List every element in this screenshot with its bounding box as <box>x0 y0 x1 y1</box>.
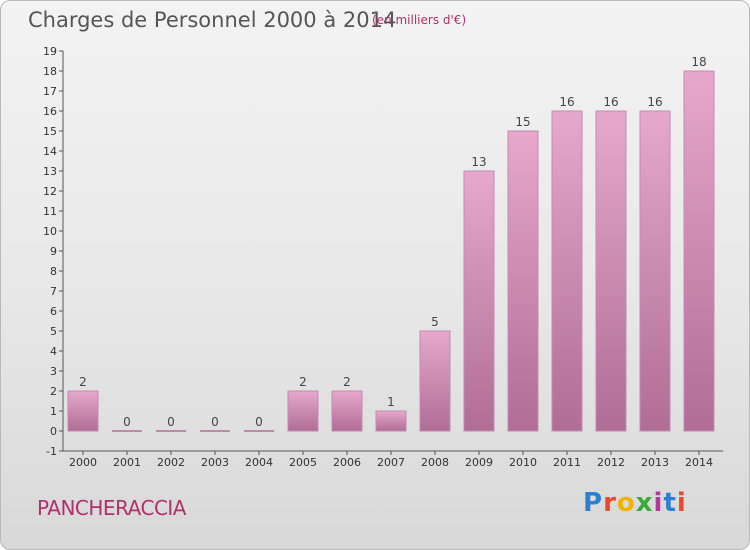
bar-2009 <box>463 170 495 432</box>
y-tick-label: 8 <box>50 265 57 278</box>
chart-subtitle: (en milliers d'€) <box>372 13 467 27</box>
bar-2006 <box>331 390 363 432</box>
data-label-2000: 2 <box>79 375 87 389</box>
y-tick-label: 1 <box>50 405 57 418</box>
data-label-2011: 16 <box>559 95 574 109</box>
data-label-2013: 16 <box>647 95 662 109</box>
y-tick-label: 14 <box>43 145 57 158</box>
y-tick-label: 7 <box>50 285 57 298</box>
y-tick-label: 3 <box>50 365 57 378</box>
bar-2010 <box>507 130 539 432</box>
x-tick-label: 2001 <box>113 456 141 469</box>
x-tick-label: 2011 <box>553 456 581 469</box>
logo-letter: o <box>616 488 636 518</box>
data-label-2007: 1 <box>387 395 395 409</box>
y-tick-label: 9 <box>50 245 57 258</box>
bar-2005 <box>287 390 319 432</box>
bar-2008 <box>419 330 451 432</box>
x-tick-label: 2005 <box>289 456 317 469</box>
x-tick-label: 2008 <box>421 456 449 469</box>
y-tick-label: 2 <box>50 385 57 398</box>
bar-2013 <box>639 110 671 432</box>
y-tick-label: 11 <box>43 205 57 218</box>
x-tick-label: 2013 <box>641 456 669 469</box>
data-label-2009: 13 <box>471 155 486 169</box>
y-tick-label: 12 <box>43 185 57 198</box>
y-tick-label: 10 <box>43 225 57 238</box>
data-label-2012: 16 <box>603 95 618 109</box>
data-label-2006: 2 <box>343 375 351 389</box>
y-tick-label: 19 <box>43 45 57 58</box>
y-tick-label: 18 <box>43 65 57 78</box>
x-tick-label: 2000 <box>69 456 97 469</box>
bar-2000 <box>67 390 99 432</box>
commune-name: PANCHERACCIA <box>37 496 187 520</box>
y-tick-label: 0 <box>50 425 57 438</box>
data-label-2001: 0 <box>123 415 131 429</box>
bar-2007 <box>375 410 407 432</box>
x-tick-label: 2006 <box>333 456 361 469</box>
bar-2014 <box>683 70 715 432</box>
data-label-2005: 2 <box>299 375 307 389</box>
logo-letter: P <box>583 488 604 518</box>
logo-letter: r <box>603 488 617 518</box>
proxiti-logo[interactable]: Proxiti <box>583 488 687 518</box>
x-tick-label: 2007 <box>377 456 405 469</box>
y-tick-label: 6 <box>50 305 57 318</box>
bar-2012 <box>595 110 627 432</box>
x-tick-label: 2010 <box>509 456 537 469</box>
logo-letter: x <box>635 488 654 518</box>
x-tick-label: 2002 <box>157 456 185 469</box>
y-tick-label: 17 <box>43 85 57 98</box>
chart-title: Charges de Personnel 2000 à 2014 <box>28 8 397 32</box>
data-label-2002: 0 <box>167 415 175 429</box>
x-tick-label: 2014 <box>685 456 713 469</box>
logo-letter: i <box>676 488 687 518</box>
x-tick-label: 2012 <box>597 456 625 469</box>
logo-letter: i <box>653 488 664 518</box>
data-label-2008: 5 <box>431 315 439 329</box>
data-label-2003: 0 <box>211 415 219 429</box>
data-label-2014: 18 <box>691 55 706 69</box>
y-tick-label: 5 <box>50 325 57 338</box>
y-tick-label: 4 <box>50 345 57 358</box>
y-tick-label: 13 <box>43 165 57 178</box>
y-tick-label: 16 <box>43 105 57 118</box>
x-tick-label: 2009 <box>465 456 493 469</box>
y-tick-label: -1 <box>46 445 57 458</box>
x-tick-label: 2003 <box>201 456 229 469</box>
data-label-2010: 15 <box>515 115 530 129</box>
x-tick-label: 2004 <box>245 456 273 469</box>
y-tick-label: 15 <box>43 125 57 138</box>
bar-2011 <box>551 110 583 432</box>
data-label-2004: 0 <box>255 415 263 429</box>
logo-letter: t <box>663 488 677 518</box>
